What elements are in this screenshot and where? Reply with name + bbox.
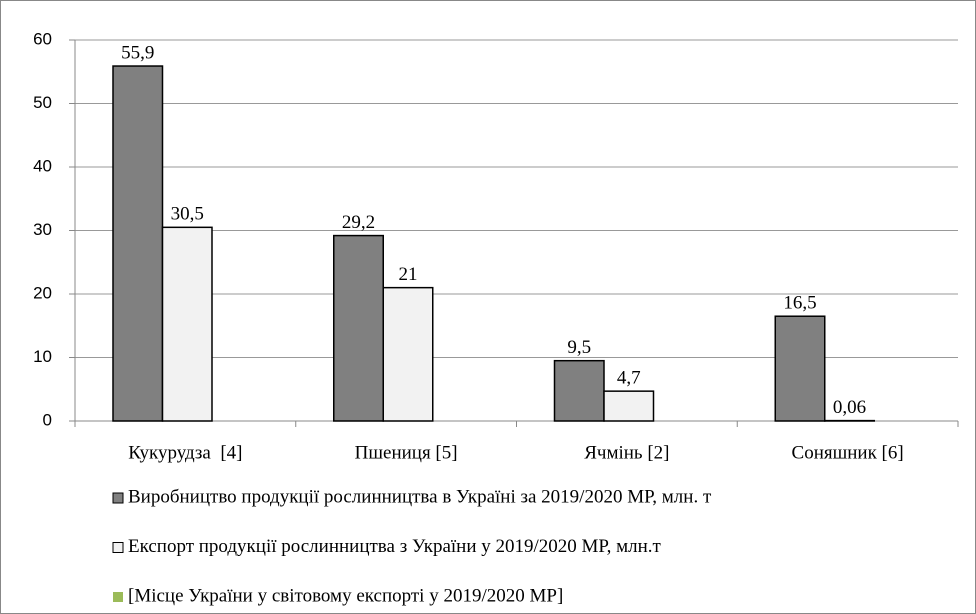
y-tick-label: 20: [33, 283, 52, 302]
data-label: 55,9: [121, 42, 154, 63]
y-tick-label: 60: [33, 29, 52, 48]
legend-label: Виробництво продукції рослинництва в Укр…: [128, 486, 712, 507]
legend-swatch: [113, 592, 123, 602]
data-label: 29,2: [342, 212, 375, 233]
data-label: 9,5: [567, 337, 591, 358]
legend-swatch: [112, 492, 124, 504]
data-label: 16,5: [783, 293, 816, 314]
y-tick-label: 0: [43, 410, 52, 429]
data-label: 4,7: [617, 368, 641, 389]
bar: [382, 286, 434, 422]
x-tick-label: Кукурудза [4]: [128, 442, 242, 463]
data-label: 0,06: [833, 397, 866, 418]
data-label: 30,5: [171, 204, 204, 225]
bar: [112, 65, 164, 422]
x-tick-label: Пшениця [5]: [355, 442, 458, 463]
y-tick-label: 40: [33, 156, 52, 175]
bar: [333, 234, 384, 422]
x-tick-label: Соняшник [6]: [792, 442, 904, 463]
y-tick-label: 30: [33, 220, 52, 239]
data-label: 21: [399, 264, 418, 285]
legend-swatch: [112, 542, 124, 553]
bar: [161, 226, 213, 422]
legend-label: Експорт продукції рослинництва з України…: [128, 536, 662, 557]
bar: [603, 390, 655, 422]
x-tick-label: Ячмінь [2]: [584, 442, 669, 463]
bar: [774, 315, 826, 422]
y-tick-label: 10: [33, 347, 52, 366]
y-tick-label: 50: [33, 93, 52, 112]
legend-label: [Місце України у світовому експорті у 20…: [128, 585, 563, 606]
bar: [553, 359, 605, 422]
